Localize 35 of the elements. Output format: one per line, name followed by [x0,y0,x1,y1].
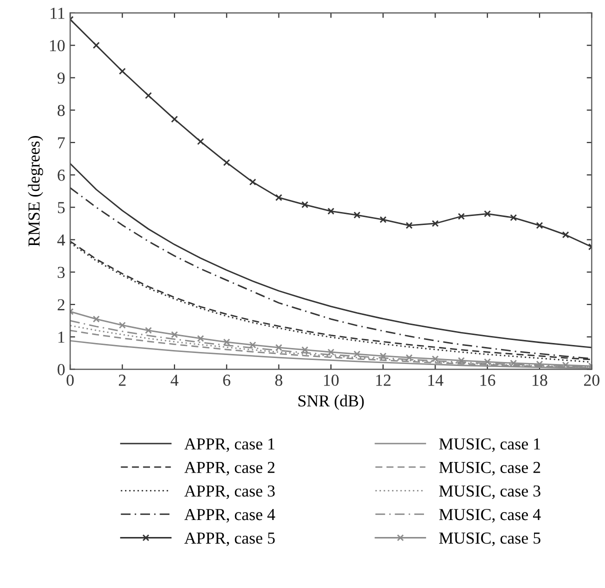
legend-label: MUSIC, case 2 [439,462,540,476]
y-tick-label: 6 [58,170,65,181]
x-axis-title: SNR (dB) [298,394,364,410]
y-tick-label: 0 [58,364,65,376]
legend-label: APPR, case 2 [184,462,274,476]
legend-label: APPR, case 1 [184,438,274,452]
legend-label: APPR, case 5 [184,532,275,546]
y-tick-label: 5 [58,202,65,214]
x-tick-label: 0 [66,374,74,386]
legend-label: APPR, case 3 [184,485,275,500]
y-tick-label: 4 [57,234,66,246]
x-tick-label: 8 [275,374,282,386]
y-tick-label: 7 [58,137,65,148]
y-tick-label: 2 [58,299,64,310]
legend-label: MUSIC, case 1 [439,438,540,452]
legend-label: MUSIC, case 4 [439,508,541,523]
x-tick-label: 16 [480,374,496,386]
y-tick-label: 9 [58,72,65,84]
legend-label: MUSIC, case 5 [439,532,540,546]
x-tick-label: 12 [376,374,390,386]
x-tick-label: 10 [324,374,339,386]
y-axis-title: RMSE (degrees) [28,136,44,246]
y-tick-label: 10 [50,40,65,52]
y-tick-label: 1 [58,332,64,343]
x-tick-label: 18 [532,374,548,386]
legend-label: MUSIC, case 3 [439,485,540,500]
x-tick-label: 20 [584,374,600,386]
x-tick-label: 4 [170,374,178,386]
x-tick-label: 6 [223,374,230,386]
y-tick-label: 11 [50,8,64,19]
y-tick-label: 8 [58,104,65,116]
x-tick-label: 2 [118,374,126,386]
legend-label: APPR, case 4 [184,509,276,523]
y-tick-label: 3 [58,266,65,278]
x-tick-label: 14 [428,374,444,386]
